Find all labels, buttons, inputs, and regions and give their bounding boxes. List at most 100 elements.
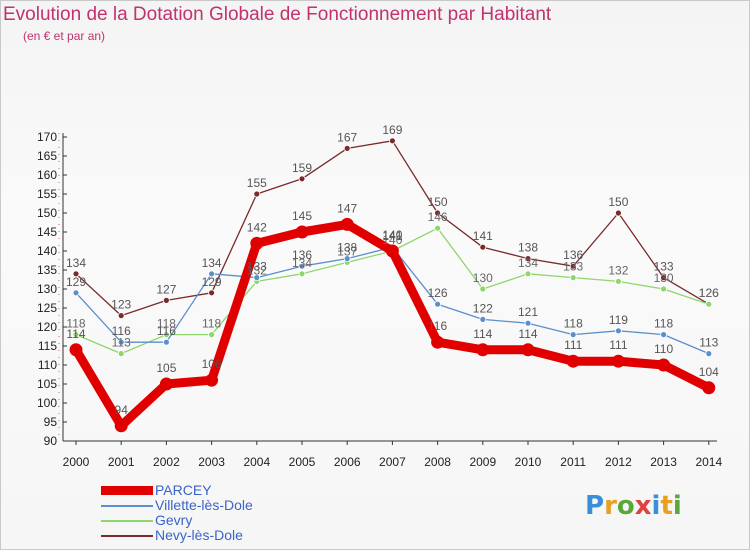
data-label-villette-l-s-dole: 113 (699, 336, 718, 350)
x-tick-label: 2006 (334, 455, 361, 469)
series-point-nevy-l-s-dole (253, 190, 261, 198)
data-label-parcey: 114 (66, 327, 85, 341)
series-point-villette-l-s-dole (569, 331, 577, 339)
series-point-villette-l-s-dole (253, 274, 261, 282)
x-tick-label: 2002 (153, 455, 180, 469)
series-point-parcey (159, 377, 173, 391)
chart-title: Evolution de la Dotation Globale de Fonc… (3, 4, 552, 25)
series-point-gevry (615, 277, 622, 285)
data-label-gevry: 137 (337, 244, 357, 258)
series-point-parcey (295, 225, 309, 239)
y-tick-label: 170 (37, 130, 57, 144)
x-tick-label: 2005 (289, 455, 316, 469)
series-point-nevy-l-s-dole (434, 209, 442, 217)
data-label-nevy-l-s-dole: 136 (563, 248, 583, 262)
data-label-villette-l-s-dole: 116 (157, 324, 176, 338)
series-point-parcey (611, 354, 625, 368)
legend-item: Nevy-lès-Dole (101, 528, 253, 543)
y-tick-label: 120 (37, 320, 57, 334)
logo-letter: i (651, 491, 661, 521)
series-point-villette-l-s-dole (660, 331, 667, 339)
data-label-gevry: 118 (66, 317, 85, 331)
x-tick-label: 2007 (379, 455, 406, 469)
series-point-villette-l-s-dole (298, 262, 306, 270)
logo-letter: t (660, 491, 673, 521)
data-label-nevy-l-s-dole: 169 (382, 123, 402, 137)
data-label-gevry: 134 (518, 256, 538, 270)
series-point-gevry (72, 331, 80, 339)
data-label-gevry: 132 (247, 263, 267, 277)
data-label-parcey: 142 (247, 220, 267, 234)
legend-item: Villette-lès-Dole (101, 498, 253, 513)
series-point-parcey (340, 217, 354, 231)
logo-letter: i (672, 491, 682, 521)
legend: PARCEY Villette-lès-Dole Gevry Nevy-lès-Dol… (101, 483, 253, 543)
logo-letter: x (634, 491, 652, 521)
legend-swatch (101, 486, 153, 495)
data-label-gevry: 130 (473, 271, 493, 285)
data-label-gevry: 134 (292, 256, 312, 270)
series-point-nevy-l-s-dole (524, 255, 532, 263)
series-point-villette-l-s-dole (208, 270, 216, 278)
series-point-nevy-l-s-dole (388, 137, 396, 145)
data-label-nevy-l-s-dole: 155 (247, 176, 267, 190)
series-point-parcey (657, 358, 671, 372)
y-tick-label: 115 (38, 339, 57, 353)
data-label-parcey: 147 (337, 201, 357, 215)
legend-label: Villette-lès-Dole (155, 497, 253, 513)
y-tick-label: 90 (44, 434, 58, 448)
chart-subtitle: (en € et par an) (23, 29, 106, 43)
y-tick-label: 160 (37, 168, 57, 182)
y-tick-label: 140 (37, 244, 57, 258)
data-label-parcey: 145 (292, 209, 312, 223)
series-point-gevry (524, 270, 532, 278)
series-point-nevy-l-s-dole (569, 262, 577, 270)
y-tick-label: 165 (37, 149, 57, 163)
data-label-parcey: 114 (518, 327, 537, 341)
data-label-gevry: 132 (608, 263, 628, 277)
series-point-parcey (476, 343, 490, 357)
data-label-nevy-l-s-dole: 129 (202, 275, 222, 289)
series-point-parcey (431, 335, 445, 349)
series-point-villette-l-s-dole (615, 327, 622, 335)
series-point-villette-l-s-dole (162, 338, 170, 346)
x-tick-label: 2001 (108, 455, 135, 469)
x-tick-label: 2010 (515, 455, 542, 469)
data-label-parcey: 106 (202, 357, 222, 371)
data-label-parcey: 104 (699, 365, 719, 379)
data-label-parcey: 111 (609, 338, 628, 352)
data-label-parcey: 111 (564, 338, 583, 352)
logo-letter: r (604, 491, 617, 521)
data-label-nevy-l-s-dole: 159 (292, 161, 312, 175)
data-label-gevry: 118 (202, 317, 221, 331)
y-tick-label: 150 (37, 206, 57, 220)
x-tick-label: 2011 (560, 455, 586, 469)
data-label-villette-l-s-dole: 136 (292, 248, 312, 262)
data-label-gevry: 126 (699, 286, 719, 300)
series-point-gevry (434, 224, 442, 232)
series-point-gevry (117, 350, 125, 358)
y-tick-label: 125 (37, 301, 57, 315)
y-tick-label: 95 (44, 415, 58, 429)
series-point-villette-l-s-dole (343, 255, 351, 263)
series-point-villette-l-s-dole (117, 338, 125, 346)
y-tick-label: 135 (37, 263, 57, 277)
data-label-parcey: 94 (115, 403, 129, 417)
series-point-villette-l-s-dole (705, 350, 713, 358)
proxiti-logo: Proxiti (585, 491, 682, 521)
y-tick-label: 155 (37, 187, 57, 201)
data-label-nevy-l-s-dole: 134 (66, 256, 86, 270)
legend-label: Nevy-lès-Dole (155, 527, 243, 543)
series-point-villette-l-s-dole (524, 319, 532, 327)
series-point-gevry (162, 331, 170, 339)
series-point-villette-l-s-dole (434, 300, 442, 308)
series-point-nevy-l-s-dole (615, 209, 622, 217)
data-label-gevry: 118 (157, 317, 176, 331)
data-label-villette-l-s-dole: 118 (654, 317, 673, 331)
logo-letter: P (585, 491, 605, 521)
data-label-gevry: 113 (112, 336, 131, 350)
series-point-parcey (521, 343, 535, 357)
x-tick-label: 2014 (695, 455, 722, 469)
